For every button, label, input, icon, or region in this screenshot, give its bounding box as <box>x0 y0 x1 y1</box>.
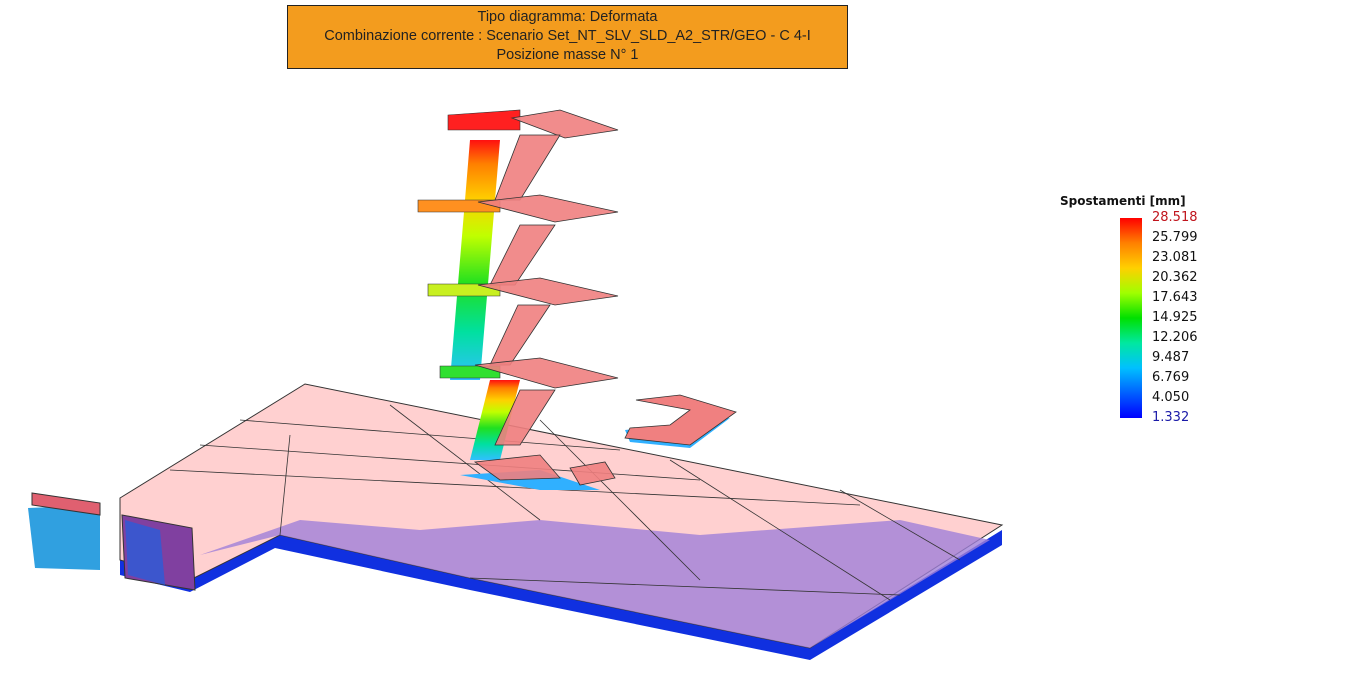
legend-value-max: 28.518 <box>1152 210 1198 225</box>
legend-value: 17.643 <box>1152 290 1198 305</box>
legend-value: 12.206 <box>1152 330 1198 345</box>
diagram-type-label: Tipo diagramma: Deformata <box>477 9 658 25</box>
legend-value: 6.769 <box>1152 370 1190 385</box>
legend-value: 9.487 <box>1152 350 1190 365</box>
legend-value-min: 1.332 <box>1152 410 1190 425</box>
foundation-slab <box>119 383 1004 660</box>
legend-value: 20.362 <box>1152 270 1198 285</box>
legend-value: 23.081 <box>1152 250 1198 265</box>
displacement-legend: Spostamenti [mm] 28.518 25.799 23.081 20… <box>1060 194 1220 425</box>
legend-color-bar <box>1120 218 1142 418</box>
legend-value: 4.050 <box>1152 390 1190 405</box>
legend-value: 14.925 <box>1152 310 1198 325</box>
landing-slab <box>624 394 737 448</box>
mass-position-label: Posizione masse N° 1 <box>496 47 639 63</box>
retaining-walls <box>28 492 196 591</box>
diagram-info-box: Tipo diagramma: Deformata Combinazione c… <box>287 5 848 69</box>
current-combination-label: Combinazione corrente : Scenario Set_NT_… <box>324 28 811 44</box>
legend-title: Spostamenti [mm] <box>1060 194 1186 208</box>
stair-tower <box>417 109 619 490</box>
legend-value: 25.799 <box>1152 230 1198 245</box>
